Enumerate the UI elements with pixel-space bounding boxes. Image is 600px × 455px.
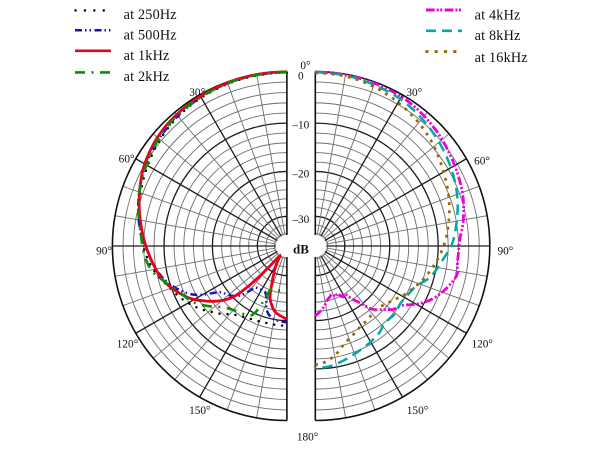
svg-text:30°: 30° (406, 87, 422, 99)
svg-text:180°: 180° (297, 431, 318, 443)
svg-text:120°: 120° (471, 339, 492, 351)
svg-text:–10: –10 (291, 119, 309, 131)
svg-text:at 4kHz: at 4kHz (475, 8, 521, 24)
svg-text:60°: 60° (119, 154, 135, 166)
svg-text:90°: 90° (96, 246, 112, 258)
svg-text:at 1kHz: at 1kHz (124, 48, 170, 64)
svg-text:dB: dB (293, 241, 309, 256)
svg-text:at 250Hz: at 250Hz (124, 7, 177, 23)
svg-text:150°: 150° (407, 405, 428, 417)
svg-text:0: 0 (298, 70, 304, 82)
svg-text:–20: –20 (291, 169, 309, 181)
svg-text:90°: 90° (497, 246, 513, 258)
svg-text:150°: 150° (189, 405, 210, 417)
svg-text:30°: 30° (189, 87, 205, 99)
svg-text:at 8kHz: at 8kHz (475, 28, 521, 44)
svg-text:0°: 0° (300, 60, 310, 72)
svg-text:60°: 60° (474, 155, 490, 167)
svg-text:–30: –30 (291, 214, 309, 226)
svg-text:at 2kHz: at 2kHz (124, 69, 170, 85)
svg-text:120°: 120° (117, 339, 138, 351)
svg-text:at 16kHz: at 16kHz (475, 50, 528, 66)
svg-text:at 500Hz: at 500Hz (124, 28, 177, 44)
